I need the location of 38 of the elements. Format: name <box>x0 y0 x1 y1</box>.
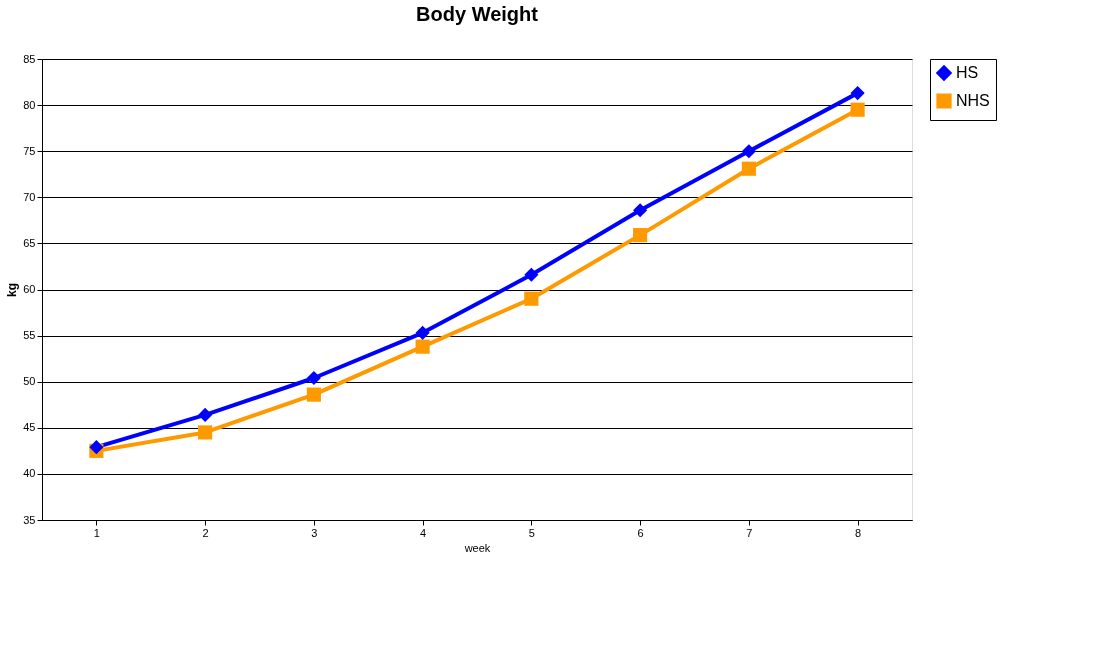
y-tick-label: 65 <box>23 236 36 249</box>
y-tick-label: 40 <box>23 467 36 480</box>
point <box>415 325 430 340</box>
x-tick-label: 2 <box>202 526 209 539</box>
y-axis-title: kg <box>5 282 20 298</box>
y-tick-label: 70 <box>23 190 36 203</box>
point <box>633 228 648 243</box>
x-tick-label: 6 <box>637 526 644 539</box>
point <box>633 203 648 218</box>
y-tick-label: 45 <box>23 421 36 434</box>
point <box>741 144 756 159</box>
point <box>415 339 430 354</box>
x-tick-label: 3 <box>311 526 318 539</box>
y-tick-label: 80 <box>23 98 36 111</box>
point <box>198 407 213 422</box>
y-tick-label: 85 <box>23 52 36 65</box>
x-tick-label: 5 <box>528 526 535 539</box>
x-axis-title: week <box>463 541 491 554</box>
point <box>850 102 865 117</box>
y-tick-label: 35 <box>23 513 36 526</box>
y-tick-label: 75 <box>23 144 36 157</box>
point <box>850 86 865 101</box>
point <box>198 425 213 440</box>
point <box>524 267 539 282</box>
y-tick-label: 50 <box>23 375 36 388</box>
legend-label: NHS <box>956 92 990 109</box>
y-tick-label: 60 <box>23 283 36 295</box>
chart-title: Body Weight <box>416 3 539 25</box>
point <box>741 161 756 176</box>
point <box>306 370 321 386</box>
point <box>524 291 539 306</box>
x-tick-label: 4 <box>420 526 427 539</box>
point <box>306 387 321 402</box>
x-tick-label: 7 <box>746 526 753 539</box>
legend-label: HS <box>956 64 979 81</box>
y-tick-label: 55 <box>23 329 36 342</box>
x-tick-label: 1 <box>93 526 100 539</box>
x-tick-label: 8 <box>855 526 862 539</box>
